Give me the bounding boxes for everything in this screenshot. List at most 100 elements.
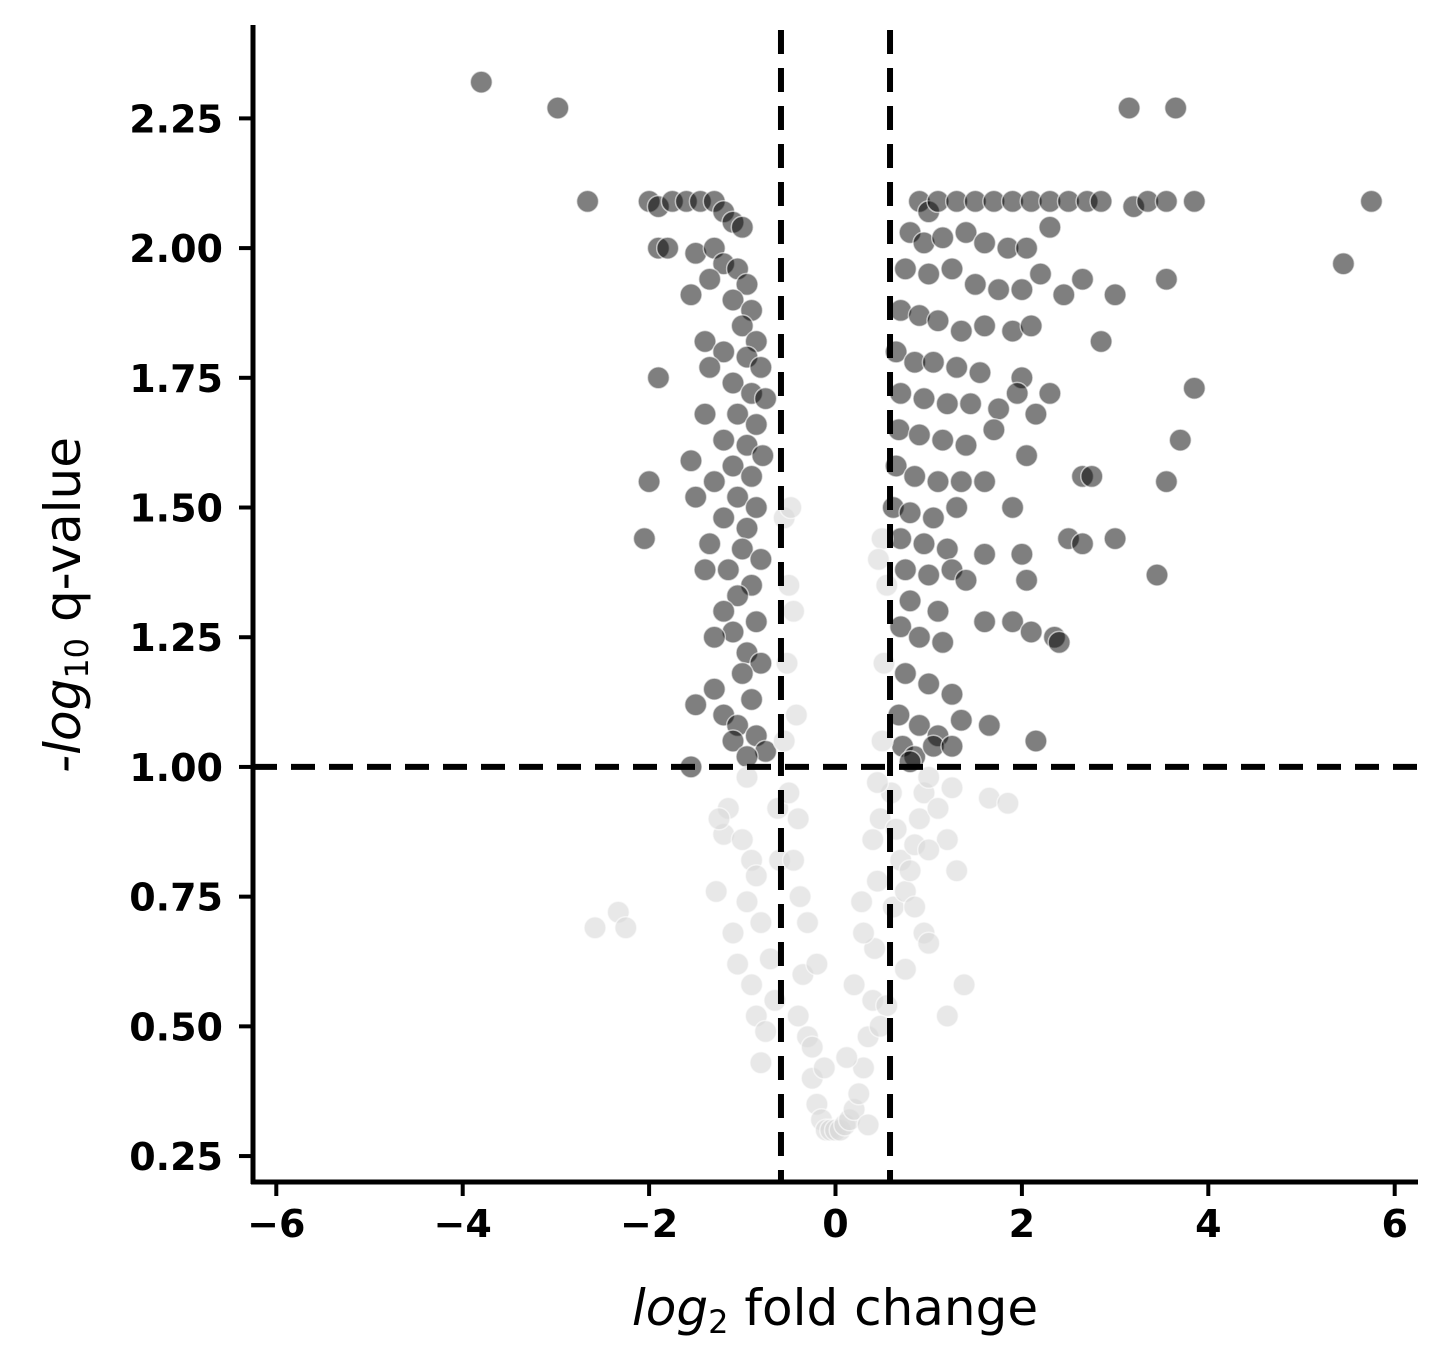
nonsignificant-point [584, 917, 606, 939]
significant-point [908, 424, 930, 446]
significant-point [703, 678, 725, 700]
nonsignificant-point [785, 704, 807, 726]
significant-point [899, 590, 921, 612]
significant-point [741, 689, 763, 711]
significant-point [1011, 279, 1033, 301]
axes-layer [251, 25, 1418, 1184]
nonsignificant-point [946, 860, 968, 882]
nonsignificant-point [941, 777, 963, 799]
y-axis-title-subscript: 10 [58, 638, 96, 679]
nonsignificant-point [705, 881, 727, 903]
x-axis-title-base: log [632, 1279, 708, 1337]
nonsignificant-point [801, 1036, 823, 1058]
significant-point [1016, 237, 1038, 259]
significant-point [918, 564, 940, 586]
y-tick-label: 0.75 [129, 876, 223, 920]
significant-point [974, 232, 996, 254]
nonsignificant-point [836, 1047, 858, 1069]
significant-point [974, 471, 996, 493]
significant-point [1081, 465, 1103, 487]
significant-point [950, 320, 972, 342]
significant-point [978, 714, 1000, 736]
significant-point [1025, 730, 1047, 752]
significant-point [1183, 190, 1205, 212]
significant-point [1155, 190, 1177, 212]
nonsignificant-point [722, 922, 744, 944]
significant-point [1002, 497, 1024, 519]
x-axis-title-rest: fold change [728, 1279, 1038, 1337]
significant-point [988, 398, 1010, 420]
nonsignificant-point [899, 860, 921, 882]
significant-point [731, 216, 753, 238]
y-tick-label: 2.25 [129, 97, 223, 141]
significant-point [1020, 315, 1042, 337]
nonsignificant-point [806, 953, 828, 975]
significant-point [1020, 621, 1042, 643]
significant-point [955, 569, 977, 591]
significant-point [731, 663, 753, 685]
x-tick-label: −6 [247, 1202, 305, 1246]
significant-point [657, 237, 679, 259]
nonsignificant-point [813, 1057, 835, 1079]
nonsignificant-point [843, 974, 865, 996]
y-axis-title-base: log [34, 679, 92, 755]
nonsignificant-point [797, 912, 819, 934]
nonsignificant-point [953, 974, 975, 996]
nonsignificant-point [787, 1005, 809, 1027]
significant-point [932, 227, 954, 249]
significant-point [936, 538, 958, 560]
nonsignificant-point [862, 829, 884, 851]
significant-point [955, 434, 977, 456]
nonsignificant-point [773, 730, 795, 752]
significant-point [685, 694, 707, 716]
significant-point [927, 310, 949, 332]
data-points-layer [470, 71, 1382, 1141]
significant-point [969, 362, 991, 384]
y-tick-label: 0.50 [129, 1005, 223, 1049]
significant-point [974, 611, 996, 633]
significant-point [699, 356, 721, 378]
nonsignificant-point [731, 829, 753, 851]
nonsignificant-point [745, 865, 767, 887]
nonsignificant-point [876, 574, 898, 596]
nonsignificant-point [857, 1114, 879, 1136]
significant-point [713, 429, 735, 451]
significant-point [1155, 268, 1177, 290]
significant-point [699, 533, 721, 555]
significant-point [922, 507, 944, 529]
significant-point [908, 626, 930, 648]
nonsignificant-point [918, 839, 940, 861]
significant-point [1165, 97, 1187, 119]
x-tick-label: 0 [822, 1202, 848, 1246]
significant-point [713, 507, 735, 529]
significant-point [680, 450, 702, 472]
significant-point [638, 471, 660, 493]
significant-point [699, 268, 721, 290]
nonsignificant-point [783, 849, 805, 871]
significant-point [927, 471, 949, 493]
significant-point [1016, 569, 1038, 591]
nonsignificant-point [615, 917, 637, 939]
x-tick-label: −4 [434, 1202, 492, 1246]
nonsignificant-point [866, 772, 888, 794]
significant-point [927, 600, 949, 622]
significant-point [694, 559, 716, 581]
significant-point [913, 533, 935, 555]
significant-point [918, 263, 940, 285]
nonsignificant-point [876, 995, 898, 1017]
nonsignificant-point [927, 797, 949, 819]
significant-point [1039, 216, 1061, 238]
significant-point [932, 631, 954, 653]
nonsignificant-point [750, 912, 772, 934]
significant-point [1011, 543, 1033, 565]
significant-point [703, 626, 725, 648]
x-tick-label: 2 [1009, 1202, 1035, 1246]
y-tick-label: 1.25 [129, 616, 223, 660]
significant-point [1104, 528, 1126, 550]
significant-point [1090, 190, 1112, 212]
significant-point [1104, 284, 1126, 306]
significant-point [694, 403, 716, 425]
significant-point [918, 673, 940, 695]
significant-point [1025, 403, 1047, 425]
significant-point [904, 465, 926, 487]
